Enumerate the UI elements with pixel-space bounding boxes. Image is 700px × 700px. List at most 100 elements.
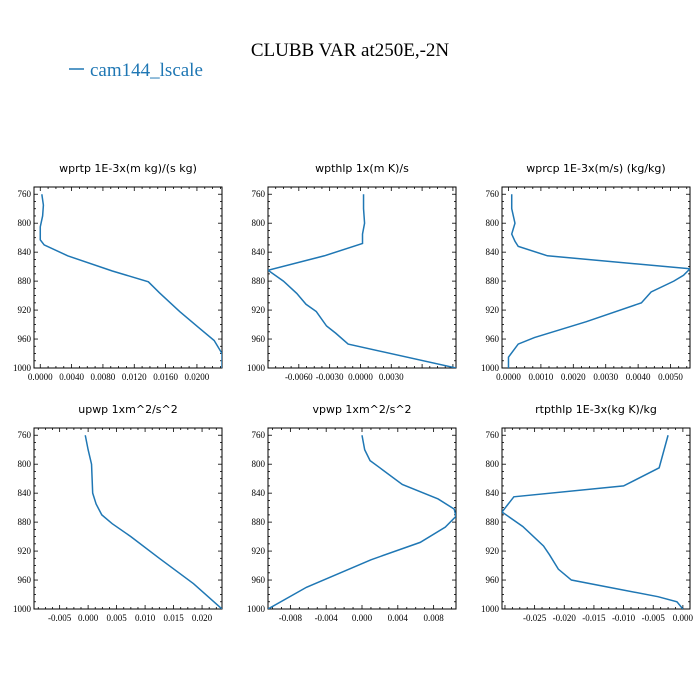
x-tick-label: 0.005: [106, 613, 127, 623]
x-tick-label: 0.000: [352, 613, 373, 623]
x-tick-label: 0.0030: [379, 372, 404, 382]
x-tick-label: 0.0080: [91, 372, 116, 382]
plot-frame: [267, 427, 457, 610]
y-tick-label: 880: [18, 517, 32, 527]
plot-frame: [501, 427, 691, 610]
panel-title: wprtp 1E-3x(m kg)/(s kg): [59, 162, 197, 175]
y-tick-label: 760: [252, 430, 266, 440]
y-tick-label: 800: [18, 459, 32, 469]
x-tick-label: -0.010: [612, 613, 636, 623]
x-tick-label: -0.025: [523, 613, 547, 623]
y-tick-label: 920: [252, 305, 266, 315]
panel-5: vpwp 1xm^2/s^2 760 800 840 880 920 960 1000 -0.0…: [247, 403, 457, 623]
panel-4: upwp 1xm^2/s^2 760 800 840 880 920 960 1000 -0.0…: [13, 403, 223, 623]
y-tick-label: 1000: [247, 363, 266, 373]
y-tick-label: 800: [18, 218, 32, 228]
panel-1: wprtp 1E-3x(m kg)/(s kg) 760 800 840 880 920 9…: [13, 162, 223, 382]
y-tick-label: 880: [252, 276, 266, 286]
series-line: [502, 435, 684, 609]
y-tick-label: 1000: [13, 604, 32, 614]
y-tick-label: 840: [486, 247, 500, 257]
x-tick-label: 0.0040: [59, 372, 84, 382]
x-tick-label: 0.0000: [348, 372, 373, 382]
x-tick-label: 0.0000: [28, 372, 53, 382]
panels: wprtp 1E-3x(m kg)/(s kg) 760 800 840 880 920 9…: [13, 162, 694, 623]
y-tick-label: 960: [252, 575, 266, 585]
y-tick-label: 880: [252, 517, 266, 527]
x-tick-label: -0.005: [48, 613, 72, 623]
panel-3: wprcp 1E-3x(m/s) (kg/kg) 760 800 840 880 920 9…: [481, 162, 691, 382]
x-tick-label: 0.004: [388, 613, 409, 623]
y-tick-label: 800: [486, 459, 500, 469]
y-tick-label: 1000: [13, 363, 32, 373]
x-tick-label: -0.0060: [285, 372, 313, 382]
plot-frame: [501, 186, 691, 369]
x-tick-label: 0.015: [163, 613, 184, 623]
x-tick-label: -0.0030: [316, 372, 344, 382]
y-tick-label: 800: [252, 218, 266, 228]
y-tick-label: 960: [486, 575, 500, 585]
y-tick-label: 880: [18, 276, 32, 286]
x-tick-label: 0.0120: [122, 372, 147, 382]
y-tick-label: 920: [486, 305, 500, 315]
y-tick-label: 960: [18, 575, 32, 585]
y-tick-label: 800: [486, 218, 500, 228]
y-tick-label: 1000: [481, 604, 500, 614]
y-tick-label: 880: [486, 517, 500, 527]
y-tick-label: 1000: [247, 604, 266, 614]
plot-frame: [267, 186, 457, 369]
panel-title: vpwp 1xm^2/s^2: [312, 403, 411, 416]
x-tick-label: -0.015: [582, 613, 606, 623]
y-tick-label: 920: [18, 305, 32, 315]
y-tick-label: 920: [252, 546, 266, 556]
y-tick-label: 920: [18, 546, 32, 556]
y-tick-label: 840: [252, 247, 266, 257]
y-tick-label: 800: [252, 459, 266, 469]
panel-title: wpthlp 1x(m K)/s: [315, 162, 409, 175]
x-tick-label: 0.0020: [561, 372, 586, 382]
y-tick-label: 840: [252, 488, 266, 498]
x-tick-label: -0.004: [315, 613, 339, 623]
x-tick-label: -0.008: [279, 613, 303, 623]
x-tick-label: -0.005: [642, 613, 666, 623]
series-line: [39, 194, 222, 368]
y-tick-label: 760: [18, 430, 32, 440]
series-line: [268, 194, 456, 368]
series-line: [84, 435, 222, 609]
y-tick-label: 960: [486, 334, 500, 344]
legend-label: cam144_lscale: [90, 60, 203, 81]
panel-title: upwp 1xm^2/s^2: [78, 403, 178, 416]
x-tick-label: 0.0030: [593, 372, 618, 382]
y-tick-label: 1000: [481, 363, 500, 373]
y-tick-label: 840: [18, 488, 32, 498]
panel-6: rtpthlp 1E-3x(kg K)/kg 760 800 840 880 920 960…: [481, 403, 694, 623]
legend: cam144_lscale: [69, 60, 203, 81]
y-tick-label: 920: [486, 546, 500, 556]
panel-title: wprcp 1E-3x(m/s) (kg/kg): [526, 162, 665, 175]
y-tick-label: 760: [486, 189, 500, 199]
figure-title: CLUBB VAR at250E,-2N: [251, 40, 450, 61]
panel-title: rtpthlp 1E-3x(kg K)/kg: [535, 403, 657, 416]
y-tick-label: 840: [486, 488, 500, 498]
x-tick-label: 0.0200: [185, 372, 210, 382]
y-tick-label: 760: [486, 430, 500, 440]
x-tick-label: 0.0040: [626, 372, 651, 382]
x-tick-label: -0.020: [553, 613, 577, 623]
panel-2: wpthlp 1x(m K)/s 760 800 840 880 920 960 1000 -0…: [247, 162, 457, 382]
plot-frame: [33, 186, 223, 369]
x-tick-label: 0.008: [423, 613, 444, 623]
series-line: [507, 194, 690, 368]
x-tick-label: 0.010: [135, 613, 156, 623]
y-tick-label: 880: [486, 276, 500, 286]
plot-frame: [33, 427, 223, 610]
y-tick-label: 840: [18, 247, 32, 257]
x-tick-label: 0.000: [78, 613, 99, 623]
x-tick-label: 0.000: [673, 613, 694, 623]
y-tick-label: 760: [252, 189, 266, 199]
x-tick-label: 0.0160: [153, 372, 178, 382]
x-tick-label: 0.0010: [529, 372, 554, 382]
x-tick-label: 0.0000: [496, 372, 521, 382]
x-tick-label: 0.020: [192, 613, 213, 623]
y-tick-label: 760: [18, 189, 32, 199]
